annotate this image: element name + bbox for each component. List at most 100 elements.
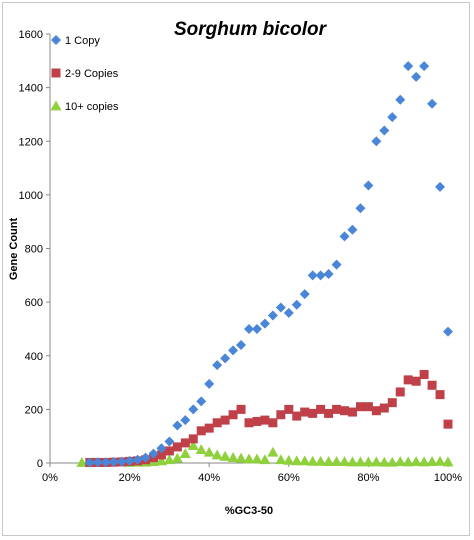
legend-label: 2-9 Copies: [65, 68, 119, 80]
data-point: [116, 456, 127, 467]
data-point: [84, 457, 95, 468]
data-point: [371, 406, 381, 416]
data-point: [386, 456, 398, 467]
data-point: [220, 353, 231, 364]
data-point: [251, 453, 263, 464]
data-point: [220, 415, 230, 425]
data-point: [236, 404, 246, 414]
data-point: [378, 456, 390, 467]
data-point: [435, 181, 446, 192]
data-point: [92, 457, 103, 468]
data-point: [299, 289, 310, 300]
data-point: [188, 404, 199, 415]
data-point: [179, 448, 191, 459]
data-point: [370, 456, 382, 467]
data-point: [308, 408, 318, 418]
data-point: [355, 203, 366, 214]
y-tick-label: 1000: [19, 190, 43, 202]
data-point: [410, 456, 422, 467]
data-point: [196, 426, 206, 436]
data-point: [307, 270, 318, 281]
data-point: [236, 340, 247, 351]
data-point: [124, 455, 135, 466]
data-point: [244, 418, 254, 428]
data-point: [148, 448, 159, 459]
data-point: [196, 396, 207, 407]
y-tick-label: 400: [25, 351, 43, 363]
data-point: [442, 456, 454, 467]
data-point: [251, 323, 262, 334]
data-point: [347, 407, 357, 417]
legend-entry: 2-9 Copies: [51, 68, 119, 80]
data-point: [211, 449, 223, 460]
data-point: [427, 98, 438, 109]
data-point: [180, 415, 191, 426]
y-tick-label: 800: [25, 244, 43, 256]
y-tick-label: 0: [37, 458, 43, 470]
data-point: [275, 302, 286, 313]
legend-label: 10+ copies: [65, 101, 119, 113]
data-point: [171, 452, 183, 463]
y-tick-label: 1400: [19, 83, 43, 95]
data-point: [291, 455, 303, 466]
x-tick-label: 60%: [278, 472, 300, 484]
data-point: [140, 452, 151, 463]
data-point: [443, 326, 453, 337]
data-point: [243, 453, 255, 464]
data-point: [387, 398, 397, 408]
data-point: [418, 456, 430, 467]
data-point: [300, 407, 310, 417]
data-point: [163, 454, 175, 465]
data-point: [227, 452, 239, 463]
data-point: [156, 450, 166, 460]
data-point: [228, 345, 239, 356]
data-point: [403, 375, 413, 385]
data-point: [292, 411, 302, 421]
data-point: [324, 408, 334, 418]
data-point: [204, 378, 215, 389]
data-point: [204, 423, 214, 433]
y-tick-label: 1200: [19, 136, 43, 148]
data-point: [395, 94, 406, 105]
data-point: [268, 418, 278, 428]
data-point: [387, 112, 398, 123]
data-point: [108, 456, 119, 467]
data-point: [299, 455, 311, 466]
data-point: [284, 404, 294, 414]
x-tick-label: 20%: [119, 472, 141, 484]
data-point: [307, 455, 319, 466]
data-point: [252, 416, 262, 426]
data-point: [267, 446, 279, 457]
data-point: [212, 360, 223, 371]
data-point: [180, 438, 190, 448]
y-ticks: 0 200 400 600 800 1000 1200 1400 1600: [19, 29, 50, 470]
data-point: [323, 456, 335, 467]
data-point: [235, 452, 247, 463]
data-point: [276, 410, 286, 420]
data-point: [164, 436, 175, 447]
data-point: [315, 270, 326, 281]
data-point: [427, 380, 437, 390]
data-point: [419, 370, 429, 380]
data-point: [379, 403, 389, 413]
data-point: [195, 444, 207, 454]
x-tick-label: 0%: [42, 472, 58, 484]
data-point: [155, 455, 167, 466]
y-tick-label: 1600: [19, 29, 43, 41]
data-point: [228, 410, 238, 420]
series-square: [85, 370, 453, 467]
data-point: [362, 456, 374, 467]
data-point: [283, 454, 295, 465]
legend: 1 Copy 2-9 Copies 10+ copies: [50, 35, 119, 113]
data-point: [339, 231, 350, 242]
data-point: [100, 457, 111, 468]
data-point: [260, 415, 270, 425]
data-point: [212, 418, 222, 428]
data-point: [363, 180, 374, 191]
legend-label: 1 Copy: [65, 35, 100, 47]
data-point: [267, 310, 278, 321]
y-tick-label: 200: [25, 404, 43, 416]
data-point: [443, 419, 453, 429]
data-point: [172, 442, 182, 452]
